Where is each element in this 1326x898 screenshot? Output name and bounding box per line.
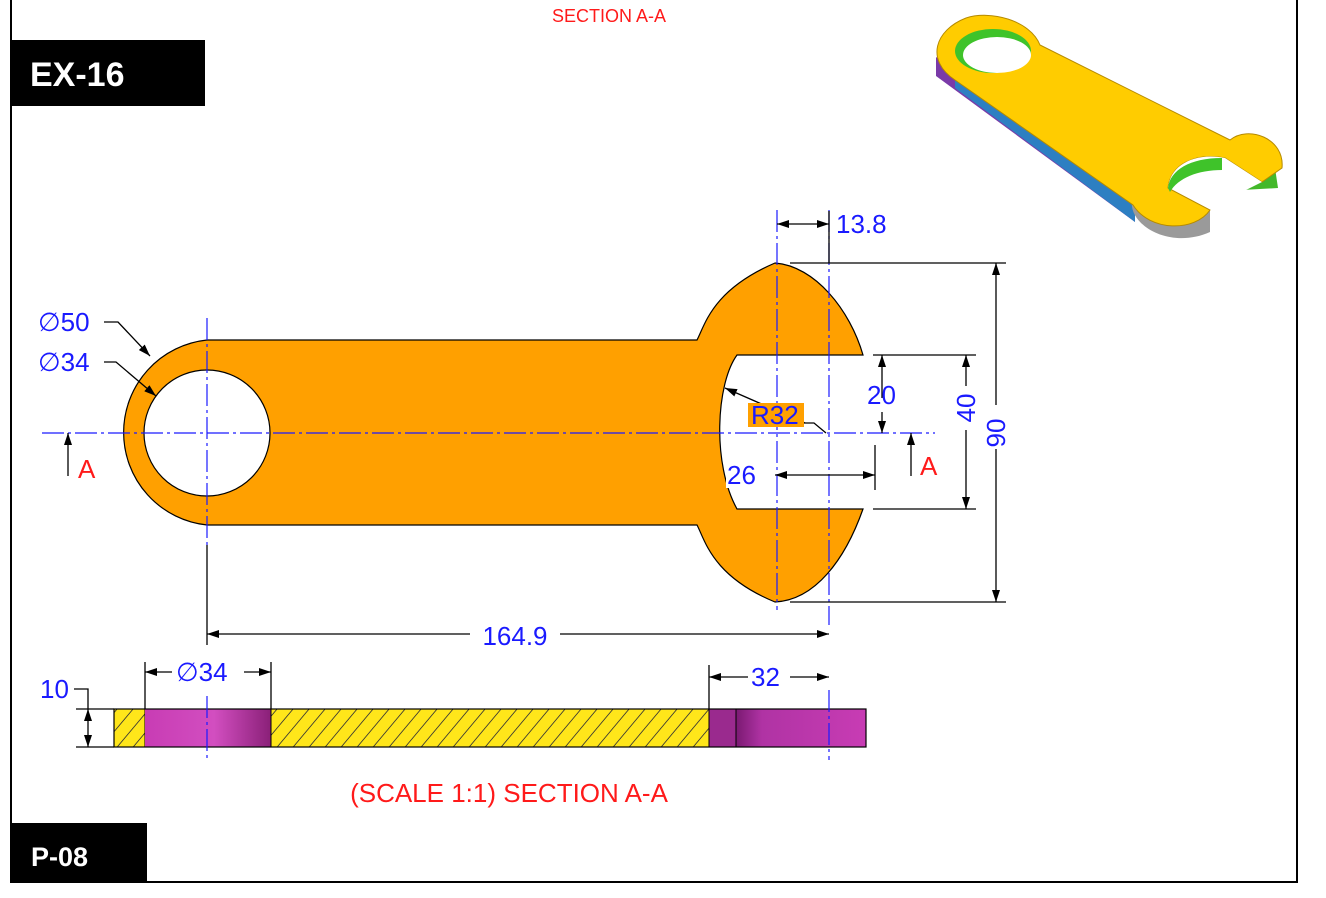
section-hatch-body bbox=[270, 708, 710, 748]
section-title-top: SECTION A-A bbox=[552, 6, 666, 26]
front-view bbox=[42, 210, 935, 625]
thickness-text: 10 bbox=[40, 674, 69, 704]
thickness-dimension: 10 bbox=[40, 674, 114, 748]
hole-diameter-text: ∅34 bbox=[38, 347, 90, 377]
section-jaw-opening bbox=[735, 708, 867, 748]
head-inner-height-text: 40 bbox=[951, 394, 981, 423]
drawing-frame bbox=[10, 0, 1298, 883]
jaw-depth-dimension: 26 bbox=[726, 445, 876, 490]
exercise-label: EX-16 bbox=[11, 40, 205, 106]
section-mark-right: A bbox=[907, 433, 938, 481]
jaw-width-dimension: 20 bbox=[867, 355, 896, 433]
head-height-dimension: 90 bbox=[790, 262, 1011, 603]
section-mark-left-letter: A bbox=[78, 454, 96, 484]
outer-diameter-callout: ∅50 bbox=[38, 307, 151, 357]
jaw-offset-dimension: 13.8 bbox=[777, 209, 887, 263]
page-label: P-08 bbox=[11, 823, 147, 882]
section-hole-left bbox=[145, 709, 271, 747]
page-label-box bbox=[11, 823, 147, 882]
hole-diameter-callout: ∅34 bbox=[38, 347, 157, 397]
section-hole-diameter-text: ∅34 bbox=[176, 657, 228, 687]
wrench-body bbox=[123, 262, 864, 603]
exercise-id: EX-16 bbox=[30, 56, 125, 94]
section-jaw-width-dimension: 32 bbox=[708, 662, 829, 709]
section-hole-diameter-dimension: ∅34 bbox=[144, 656, 272, 709]
section-mark-left: A bbox=[64, 433, 96, 484]
center-distance-text: 164.9 bbox=[482, 621, 547, 651]
exercise-label-box bbox=[11, 40, 205, 106]
section-jaw-step bbox=[708, 708, 737, 748]
isometric-wrench-picture bbox=[936, 14, 1283, 239]
section-jaw-width-text: 32 bbox=[751, 662, 780, 692]
jaw-depth-text: 26 bbox=[727, 460, 756, 490]
jaw-radius-callout: R32 bbox=[724, 387, 827, 434]
head-height-text: 90 bbox=[981, 419, 1011, 448]
jaw-width-text: 20 bbox=[867, 380, 896, 410]
section-hatch-left bbox=[113, 708, 146, 748]
section-view bbox=[113, 690, 867, 760]
jaw-radius-text: R32 bbox=[751, 400, 799, 430]
head-inner-height-dimension: 40 bbox=[873, 354, 981, 510]
center-distance-dimension: 164.9 bbox=[206, 545, 829, 651]
jaw-offset-text: 13.8 bbox=[836, 209, 887, 239]
section-mark-right-letter: A bbox=[920, 451, 938, 481]
section-caption: (SCALE 1:1) SECTION A-A bbox=[350, 778, 669, 808]
page-id: P-08 bbox=[31, 842, 88, 872]
outer-diameter-text: ∅50 bbox=[38, 307, 90, 337]
